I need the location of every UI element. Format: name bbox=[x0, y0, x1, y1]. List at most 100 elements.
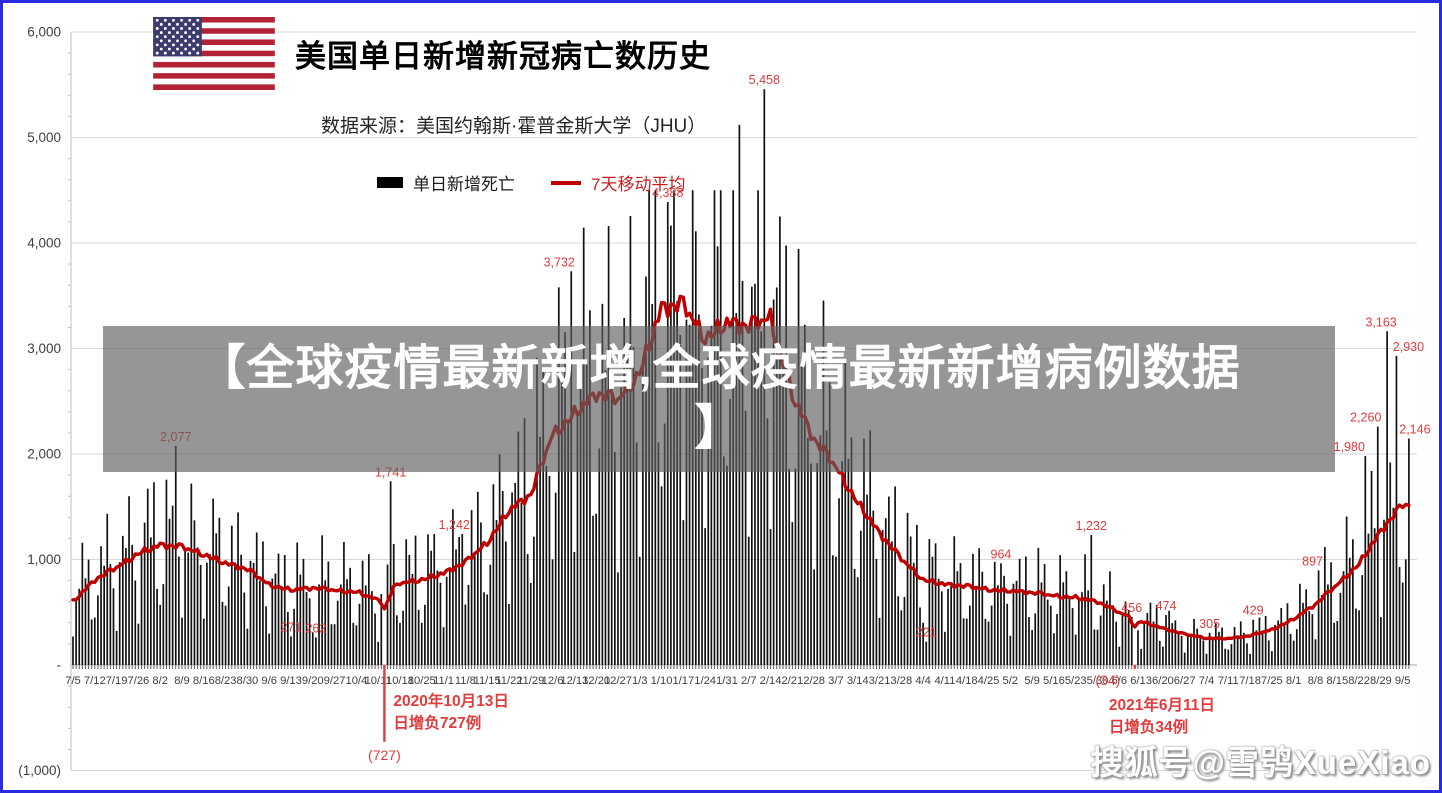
data-label: 1,980 bbox=[1334, 440, 1365, 454]
x-tick-label: 12/27 bbox=[604, 675, 632, 687]
x-tick-label: 2/7 bbox=[741, 675, 757, 687]
x-tick-label: 8/16 bbox=[193, 675, 215, 687]
watermark-banner-line1: 【全球疫情最新新增,全球疫情最新新增病例数据 bbox=[197, 342, 1241, 395]
x-axis-ticks bbox=[72, 665, 1410, 669]
page-title: 美国单日新增新冠病亡数历史 bbox=[295, 39, 711, 74]
data-label: 5,458 bbox=[749, 73, 780, 87]
x-tick-label: 5/9 bbox=[1024, 675, 1040, 687]
annotation-text: 日增负727例 bbox=[393, 713, 481, 732]
x-tick-label: 3/7 bbox=[828, 675, 844, 687]
x-tick-label: 7/4 bbox=[1199, 675, 1215, 687]
x-tick-label: 7/12 bbox=[84, 675, 106, 687]
legend-bar-label: 单日新增死亡 bbox=[413, 175, 515, 194]
x-tick-label: 8/9 bbox=[174, 675, 190, 687]
data-label: 456 bbox=[1121, 601, 1142, 615]
data-label: 897 bbox=[1302, 554, 1323, 568]
x-tick-label: 10/18 bbox=[386, 675, 414, 687]
data-label: 221 bbox=[916, 626, 937, 640]
data-label: 2,260 bbox=[1350, 411, 1381, 425]
x-tick-label: 11/29 bbox=[517, 675, 544, 687]
legend-line-swatch-icon bbox=[551, 180, 581, 185]
y-tick-label: 5,000 bbox=[27, 130, 61, 145]
x-tick-label: 9/13 bbox=[280, 675, 302, 687]
legend-line-label: 7天移动平均 bbox=[591, 175, 686, 194]
x-tick-label: 9/27 bbox=[324, 675, 346, 687]
x-tick-label: 8/23 bbox=[215, 675, 237, 687]
x-tick-label: 12/13 bbox=[560, 675, 588, 687]
x-tick-label: 8/29 bbox=[1370, 675, 1392, 687]
sohu-account-watermark: 搜狐号@雪鸮XueXiao bbox=[1090, 744, 1431, 781]
x-tick-label: 3/14 bbox=[847, 675, 869, 687]
data-label: 4,388 bbox=[652, 186, 683, 200]
data-source-label: 数据来源：美国约翰斯·霍普金斯大学（JHU） bbox=[321, 116, 707, 137]
y-tick-label: 6,000 bbox=[27, 25, 61, 40]
x-tick-label: 3/21 bbox=[869, 675, 891, 687]
data-label: 2,146 bbox=[1399, 423, 1430, 437]
data-label: 429 bbox=[1243, 604, 1264, 618]
x-tick-label: 10/4 bbox=[345, 675, 367, 687]
x-tick-label: 2/14 bbox=[760, 675, 782, 687]
data-label: 474 bbox=[1156, 599, 1177, 613]
x-tick-label: 3/28 bbox=[890, 675, 912, 687]
data-label: 305 bbox=[1199, 617, 1220, 631]
x-tick-label: 5/2 bbox=[1003, 675, 1019, 687]
data-label: 1,242 bbox=[439, 518, 470, 532]
x-tick-label: 2/28 bbox=[803, 675, 825, 687]
y-tick-label: 3,000 bbox=[27, 341, 61, 356]
y-axis-labels: 6,000 5,000 4,000 3,000 2,000 1,000 - (1,000) bbox=[18, 25, 61, 779]
x-tick-label: 4/18 bbox=[956, 675, 978, 687]
x-tick-label: 9/5 bbox=[1395, 675, 1411, 687]
x-tick-label: 6/27 bbox=[1174, 675, 1196, 687]
x-tick-label: 8/2 bbox=[152, 675, 168, 687]
x-tick-label: 4/11 bbox=[934, 675, 955, 687]
us-flag-icon bbox=[153, 17, 275, 90]
x-axis-labels: 7/5 7/12 7/19 7/26 8/2 8/9 8/16 8/23 8/30 9/6 9/13… bbox=[65, 675, 1410, 687]
y-tick-label: 1,000 bbox=[27, 552, 61, 567]
x-tick-label: 11/1 bbox=[433, 675, 454, 687]
data-label: 262 bbox=[305, 621, 326, 635]
x-tick-label: 7/11 bbox=[1218, 675, 1239, 687]
x-tick-label: 6/6 bbox=[1112, 675, 1128, 687]
legend: 单日新增死亡 7天移动平均 bbox=[377, 170, 685, 195]
data-label: 271 bbox=[281, 620, 302, 634]
y-tick-label: (1,000) bbox=[18, 763, 61, 778]
x-tick-label: 4/25 bbox=[978, 675, 1000, 687]
x-tick-label: 8/8 bbox=[1308, 675, 1324, 687]
x-tick-label: 9/20 bbox=[302, 675, 324, 687]
data-label: 1,232 bbox=[1076, 519, 1107, 533]
x-tick-label: 7/19 bbox=[106, 675, 128, 687]
x-tick-label: 7/18 bbox=[1239, 675, 1261, 687]
x-tick-label: 8/1 bbox=[1286, 675, 1302, 687]
x-tick-label: 11/22 bbox=[495, 675, 522, 687]
x-tick-label: 4/4 bbox=[915, 675, 931, 687]
x-tick-label: 2/21 bbox=[781, 675, 803, 687]
data-label: 964 bbox=[991, 547, 1012, 561]
x-tick-label: 9/6 bbox=[261, 675, 277, 687]
annotation-value: (34) bbox=[1095, 672, 1120, 688]
annotation-value: (727) bbox=[368, 747, 401, 763]
y-tick-label: 2,000 bbox=[27, 447, 61, 462]
x-tick-label: 1/17 bbox=[672, 675, 694, 687]
x-tick-label: 8/30 bbox=[236, 675, 258, 687]
x-tick-label: 5/16 bbox=[1043, 675, 1065, 687]
watermark-banner: 【全球疫情最新新增,全球疫情最新新增病例数据 】 bbox=[103, 326, 1335, 472]
annotation-text: 日增负34例 bbox=[1109, 717, 1188, 736]
x-tick-label: 1/24 bbox=[694, 675, 716, 687]
x-tick-label: 12/20 bbox=[582, 675, 610, 687]
x-tick-label: 6/13 bbox=[1130, 675, 1152, 687]
x-tick-label: 6/20 bbox=[1152, 675, 1174, 687]
x-tick-label: 7/26 bbox=[128, 675, 150, 687]
data-label: 3,163 bbox=[1365, 315, 1396, 329]
x-tick-label: 11/15 bbox=[474, 675, 501, 687]
y-tick-label: - bbox=[57, 658, 62, 673]
negative-day-marks bbox=[383, 665, 1137, 742]
x-tick-label: 11/8 bbox=[455, 675, 476, 687]
y-tick-label: 4,000 bbox=[27, 236, 61, 251]
watermark-banner-line2: 】 bbox=[694, 402, 744, 455]
x-tick-label: 7/5 bbox=[65, 675, 81, 687]
x-tick-label: 8/22 bbox=[1348, 675, 1370, 687]
annotation-date: 2020年10月13日 bbox=[393, 691, 508, 710]
x-tick-label: 8/15 bbox=[1326, 675, 1348, 687]
x-tick-label: 1/3 bbox=[632, 675, 648, 687]
